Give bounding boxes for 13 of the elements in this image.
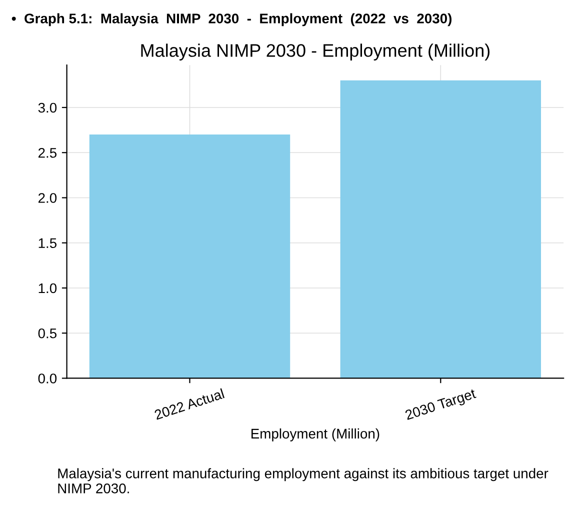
y-tick-label: 1.5	[38, 238, 57, 248]
y-tick-label: 2.5	[38, 148, 57, 158]
y-tick-label: 0.0	[38, 374, 57, 384]
x-axis-title: Employment (Million)	[252, 428, 380, 442]
y-tick-label: 1.0	[38, 283, 57, 294]
y-tick-label: 3.0	[38, 102, 57, 113]
y-tick-label: 2.0	[38, 193, 57, 203]
chart-subtitle: • Graph 5.1: Malaysia NIMP 2030 - Employment (2022 vs 2030)	[12, 13, 452, 26]
x-tick-label: 2030 Target	[404, 388, 478, 423]
x-tick-label: 2022 Actual	[154, 388, 225, 420]
y-tick-label: 0.5	[38, 328, 57, 338]
text: Malaysia's current manufacturing employment against its ambitious target under NIMP 2030.	[58, 468, 548, 494]
chart-title: Malaysia NIMP 2030 - Employment (Million)	[141, 44, 490, 60]
